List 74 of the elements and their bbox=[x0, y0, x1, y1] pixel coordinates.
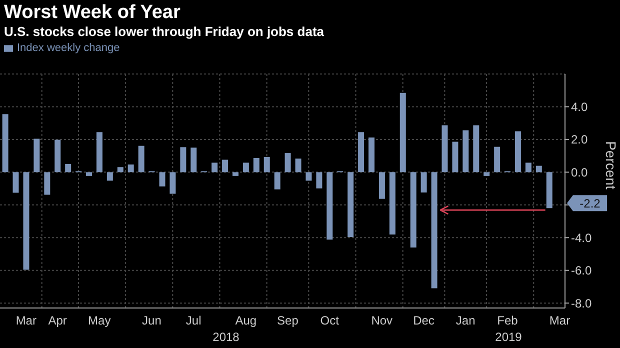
x-tick-label: Oct bbox=[320, 314, 340, 328]
text: 2018 bbox=[212, 330, 240, 344]
bar bbox=[23, 172, 30, 270]
bar bbox=[400, 92, 406, 172]
bar bbox=[34, 138, 40, 172]
text: 2019 bbox=[495, 330, 522, 344]
y-tick-label: -4.0 bbox=[571, 230, 592, 245]
y-axis-title: Percent bbox=[603, 141, 619, 190]
bar bbox=[106, 172, 113, 181]
bar bbox=[494, 146, 500, 172]
bar bbox=[222, 160, 228, 172]
y-tick-label: -6.0 bbox=[571, 264, 592, 278]
x-tick-label: Sep bbox=[277, 314, 299, 328]
bar bbox=[117, 167, 124, 172]
bar bbox=[96, 132, 102, 172]
y-tick-label: 0.0 bbox=[571, 165, 588, 180]
bar bbox=[410, 172, 416, 248]
bar bbox=[431, 172, 438, 288]
bar bbox=[264, 156, 270, 172]
x-tick-label: Aug bbox=[235, 314, 257, 328]
x-tick-label: Feb bbox=[497, 314, 518, 328]
bar bbox=[86, 172, 92, 176]
bar bbox=[44, 172, 50, 195]
bar bbox=[212, 162, 218, 172]
bar bbox=[138, 146, 144, 172]
chart-subtitle: U.S. stocks close lower through Friday on jobs data bbox=[4, 24, 324, 39]
y-tick-label: 4.0 bbox=[571, 100, 588, 114]
x-tick-label: Jan bbox=[456, 314, 476, 328]
bar bbox=[442, 125, 448, 172]
bar bbox=[12, 172, 19, 193]
bar bbox=[484, 172, 490, 176]
bar bbox=[420, 172, 427, 192]
bar bbox=[170, 172, 176, 194]
chart-title: Worst Week of Year bbox=[4, 2, 180, 24]
bar bbox=[242, 162, 249, 172]
bar bbox=[284, 153, 291, 172]
bar bbox=[514, 131, 521, 172]
bar bbox=[546, 172, 552, 208]
bar bbox=[54, 140, 61, 172]
bar bbox=[232, 172, 238, 176]
bar bbox=[348, 172, 354, 237]
bar bbox=[274, 172, 280, 190]
bar bbox=[389, 172, 396, 235]
x-tick-label: Dec bbox=[413, 314, 434, 328]
bar bbox=[368, 137, 375, 172]
bar bbox=[190, 148, 197, 172]
text: -2.2 bbox=[580, 196, 601, 211]
bar bbox=[326, 172, 333, 240]
legend-label: Index weekly change bbox=[17, 42, 120, 54]
bar bbox=[378, 172, 385, 199]
x-tick-label: Mar bbox=[16, 314, 36, 328]
bar bbox=[128, 164, 134, 172]
bar bbox=[159, 172, 166, 186]
bar bbox=[65, 164, 72, 172]
y-tick-label: 2.0 bbox=[571, 132, 588, 147]
bar bbox=[462, 130, 469, 172]
bar bbox=[2, 114, 8, 172]
bar bbox=[452, 142, 458, 172]
bar bbox=[316, 172, 322, 188]
bar bbox=[536, 166, 542, 172]
bar bbox=[358, 132, 364, 172]
x-tick-label: May bbox=[88, 314, 111, 328]
x-tick-label: Jul bbox=[186, 314, 202, 328]
bar bbox=[306, 172, 312, 181]
x-tick-label: Mar bbox=[549, 314, 570, 328]
bar bbox=[295, 158, 302, 172]
bar bbox=[473, 125, 480, 172]
x-tick-label: Jun bbox=[142, 314, 162, 328]
bar bbox=[253, 158, 260, 172]
x-tick-label: Nov bbox=[371, 314, 393, 328]
x-tick-label: Apr bbox=[48, 314, 67, 328]
y-tick-label: -8.0 bbox=[571, 296, 592, 310]
bar bbox=[180, 147, 186, 172]
bar bbox=[525, 162, 532, 172]
